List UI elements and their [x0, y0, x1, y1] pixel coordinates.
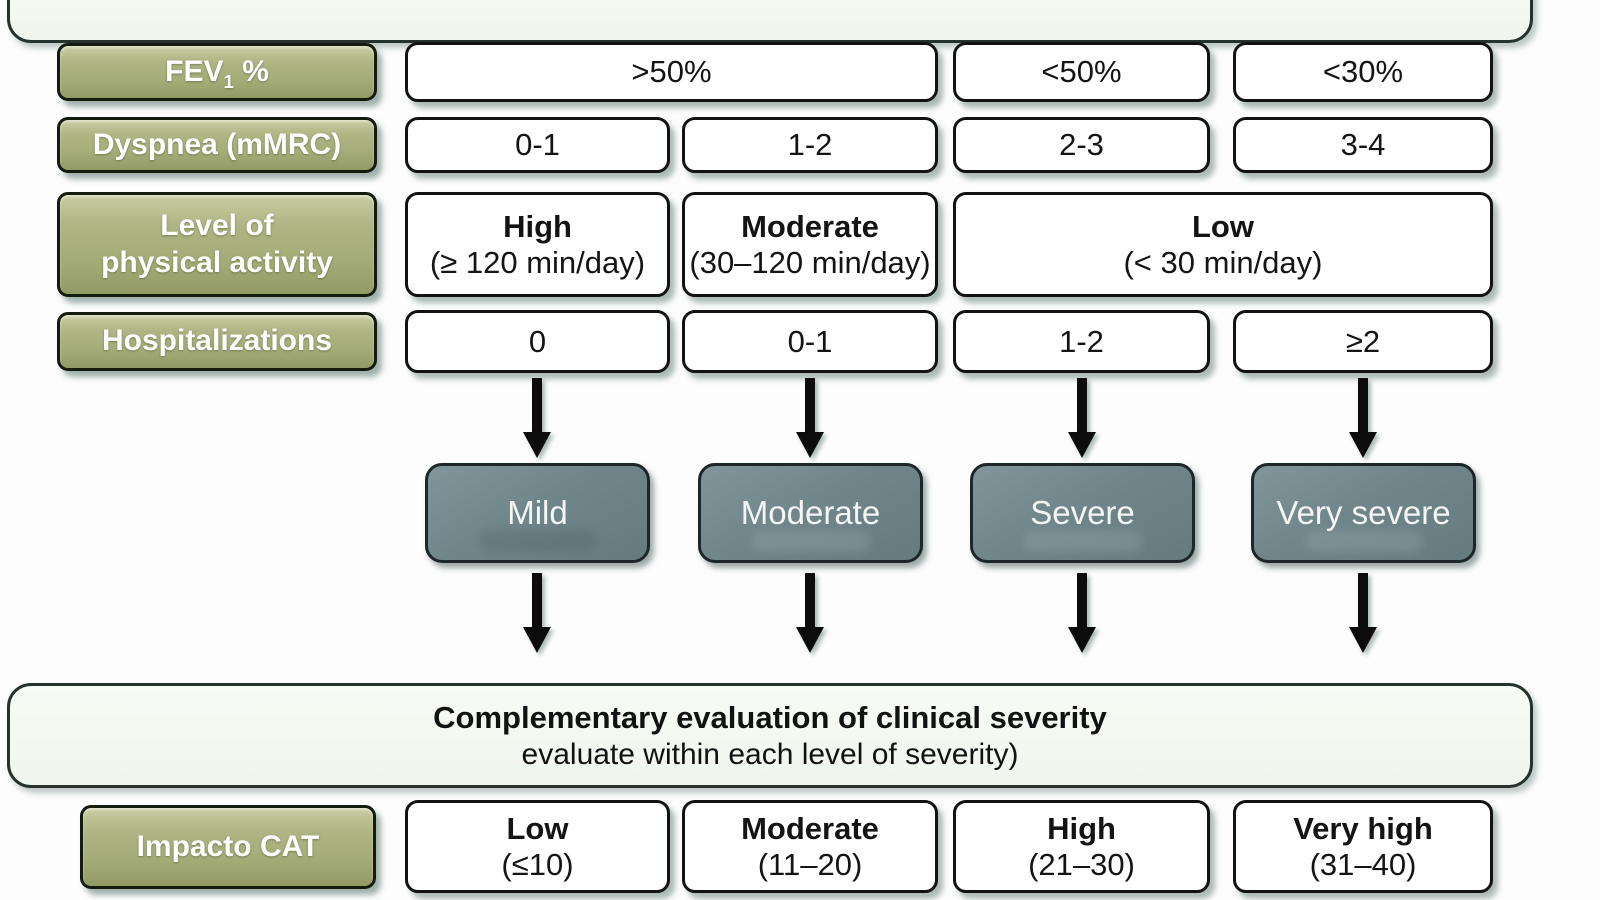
row-label-text: Level of physical activity	[101, 208, 333, 281]
cell-text: 0-1	[515, 127, 560, 163]
row-label-activity: Level of physical activity	[57, 192, 377, 297]
row-label-hospitalizations: Hospitalizations	[57, 312, 377, 371]
fev1-subscript: 1	[223, 70, 234, 92]
cell-subtitle: (30–120 min/day)	[689, 244, 931, 280]
severity-label: Severe	[1030, 494, 1135, 531]
cell-activity-low: Low (< 30 min/day)	[953, 192, 1493, 297]
cell-dyspnea-2: 1-2	[682, 117, 938, 173]
arrow-head	[523, 432, 551, 458]
down-arrow-icon	[1068, 573, 1096, 653]
activity-label-line1: Level of	[160, 208, 274, 242]
arrow-head	[1068, 627, 1096, 653]
arrow-head	[1068, 432, 1096, 458]
down-arrow-icon	[1349, 573, 1377, 653]
cell-cat-high: High (21–30)	[953, 800, 1210, 893]
cell-text: 1-2	[787, 127, 833, 163]
complementary-subtitle: evaluate within each level of severity)	[521, 737, 1019, 771]
severity-label: Mild	[507, 494, 568, 531]
cell-hosp-2: 0-1	[682, 310, 938, 373]
cell-dyspnea-4: 3-4	[1233, 117, 1493, 173]
row-label-text: Impacto CAT	[136, 829, 320, 863]
arrow-shaft	[805, 378, 815, 432]
down-arrow-icon	[523, 573, 551, 653]
cell-fev1-gt50: >50%	[405, 42, 938, 102]
severity-box-severe: Severe	[970, 463, 1195, 563]
erased-text-smudge	[1023, 530, 1142, 552]
down-arrow-icon	[1068, 378, 1096, 458]
row-label-text: Dyspnea (mMRC)	[92, 127, 342, 161]
down-arrow-icon	[1349, 378, 1377, 458]
cell-cat-moderate: Moderate (11–20)	[682, 800, 938, 893]
complementary-evaluation-text: Complementary evaluation of clinical sev…	[10, 686, 1530, 785]
cell-text: 0-1	[787, 323, 833, 359]
erased-text-smudge	[751, 530, 870, 552]
arrow-shaft	[1077, 573, 1087, 627]
arrow-shaft	[532, 573, 542, 627]
cell-subtitle: (< 30 min/day)	[1123, 244, 1323, 280]
erased-text-smudge	[1304, 530, 1423, 552]
cell-subtitle: (21–30)	[1028, 846, 1135, 882]
arrow-head	[796, 432, 824, 458]
erased-text-smudge	[478, 530, 597, 552]
cell-title: Moderate	[741, 810, 879, 846]
severity-box-moderate: Moderate	[698, 463, 923, 563]
cell-text: <30%	[1322, 54, 1404, 90]
row-label-dyspnea: Dyspnea (mMRC)	[57, 117, 377, 173]
top-banner-panel	[7, 0, 1533, 43]
cell-hosp-1: 0	[405, 310, 670, 373]
cell-text: 1-2	[1059, 323, 1104, 359]
cell-subtitle: (11–20)	[757, 846, 863, 882]
cell-dyspnea-1: 0-1	[405, 117, 670, 173]
arrow-shaft	[1358, 573, 1368, 627]
row-label-fev1-text: FEV1 %	[165, 54, 269, 92]
cell-text: ≥2	[1345, 323, 1381, 359]
arrow-head	[1349, 627, 1377, 653]
severity-label: Very severe	[1276, 494, 1451, 531]
cell-text: >50%	[631, 54, 712, 90]
cell-title: High	[503, 208, 572, 244]
row-label-impacto-cat: Impacto CAT	[80, 805, 376, 889]
cell-hosp-4: ≥2	[1233, 310, 1493, 373]
cell-activity-moderate: Moderate (30–120 min/day)	[682, 192, 938, 297]
arrow-shaft	[805, 573, 815, 627]
down-arrow-icon	[796, 573, 824, 653]
arrow-shaft	[532, 378, 542, 432]
cell-subtitle: (31–40)	[1309, 846, 1417, 882]
cell-title: Moderate	[741, 208, 879, 244]
cell-title: Very high	[1293, 810, 1433, 846]
complementary-title: Complementary evaluation of clinical sev…	[433, 699, 1107, 735]
cell-hosp-3: 1-2	[953, 310, 1210, 373]
row-label-text: Hospitalizations	[101, 324, 333, 358]
cell-fev1-lt50: <50%	[953, 42, 1210, 102]
severity-box-very-severe: Very severe	[1251, 463, 1476, 563]
cell-subtitle: (≥ 120 min/day)	[429, 244, 646, 280]
cell-fev1-lt30: <30%	[1233, 42, 1493, 102]
severity-box-mild: Mild	[425, 463, 650, 563]
severity-label: Moderate	[740, 494, 881, 531]
arrow-head	[796, 627, 824, 653]
cell-activity-high: High (≥ 120 min/day)	[405, 192, 670, 297]
cell-text: 3-4	[1340, 127, 1386, 163]
arrow-shaft	[1077, 378, 1087, 432]
row-label-fev1: FEV1 %	[57, 43, 377, 101]
cell-cat-low: Low (≤10)	[405, 800, 670, 893]
arrow-head	[523, 627, 551, 653]
cell-text: 2-3	[1059, 127, 1104, 163]
cell-dyspnea-3: 2-3	[953, 117, 1210, 173]
down-arrow-icon	[523, 378, 551, 458]
arrow-shaft	[1358, 378, 1368, 432]
down-arrow-icon	[796, 378, 824, 458]
cell-subtitle: (≤10)	[501, 846, 574, 882]
cell-text: 0	[528, 323, 547, 359]
cell-title: High	[1047, 810, 1116, 846]
arrow-head	[1349, 432, 1377, 458]
cell-title: Low	[506, 810, 569, 846]
complementary-evaluation-panel: Complementary evaluation of clinical sev…	[7, 683, 1533, 788]
cell-text: <50%	[1041, 54, 1122, 90]
activity-label-line2: physical activity	[101, 245, 333, 279]
cell-cat-very-high: Very high (31–40)	[1233, 800, 1493, 893]
cell-title: Low	[1192, 208, 1254, 244]
